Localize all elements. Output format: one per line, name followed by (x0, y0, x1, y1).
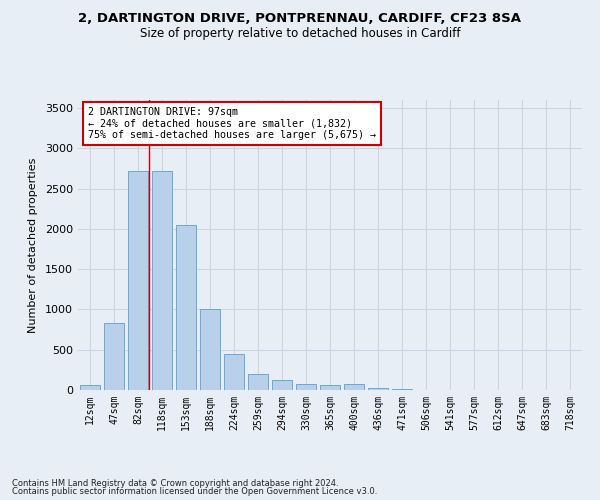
Bar (320, 385, 340, 390)
Bar (224, 354, 244, 390)
Bar (392, 389, 412, 390)
Bar (80, 385, 100, 390)
Y-axis label: Number of detached properties: Number of detached properties (28, 158, 38, 332)
Bar (368, 388, 388, 390)
Bar (176, 225, 196, 390)
Bar (128, 171, 148, 390)
Bar (152, 171, 172, 390)
Text: Contains public sector information licensed under the Open Government Licence v3: Contains public sector information licen… (12, 487, 377, 496)
Bar (272, 380, 292, 390)
Text: 2, DARTINGTON DRIVE, PONTPRENNAU, CARDIFF, CF23 8SA: 2, DARTINGTON DRIVE, PONTPRENNAU, CARDIF… (79, 12, 521, 26)
Bar (200, 310, 220, 390)
Bar (296, 384, 316, 390)
Text: Contains HM Land Registry data © Crown copyright and database right 2024.: Contains HM Land Registry data © Crown c… (12, 478, 338, 488)
Text: Size of property relative to detached houses in Cardiff: Size of property relative to detached ho… (140, 28, 460, 40)
Bar (104, 323, 124, 390)
Bar (344, 384, 364, 390)
Bar (248, 374, 268, 390)
Text: 2 DARTINGTON DRIVE: 97sqm
← 24% of detached houses are smaller (1,832)
75% of se: 2 DARTINGTON DRIVE: 97sqm ← 24% of detac… (88, 108, 376, 140)
